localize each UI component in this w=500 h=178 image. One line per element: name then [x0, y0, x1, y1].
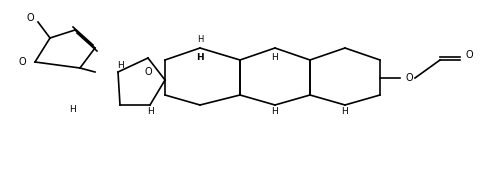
Text: O: O	[18, 57, 26, 67]
Text: H: H	[116, 61, 123, 69]
Text: O: O	[465, 50, 472, 60]
Text: H: H	[342, 108, 348, 116]
Text: O: O	[405, 73, 412, 83]
Text: H: H	[146, 108, 154, 116]
Text: O: O	[144, 67, 152, 77]
Text: H: H	[272, 54, 278, 62]
Text: H: H	[272, 108, 278, 116]
Text: O: O	[26, 13, 34, 23]
Text: H: H	[68, 106, 75, 114]
Text: H: H	[197, 35, 203, 44]
Text: H: H	[196, 54, 204, 62]
